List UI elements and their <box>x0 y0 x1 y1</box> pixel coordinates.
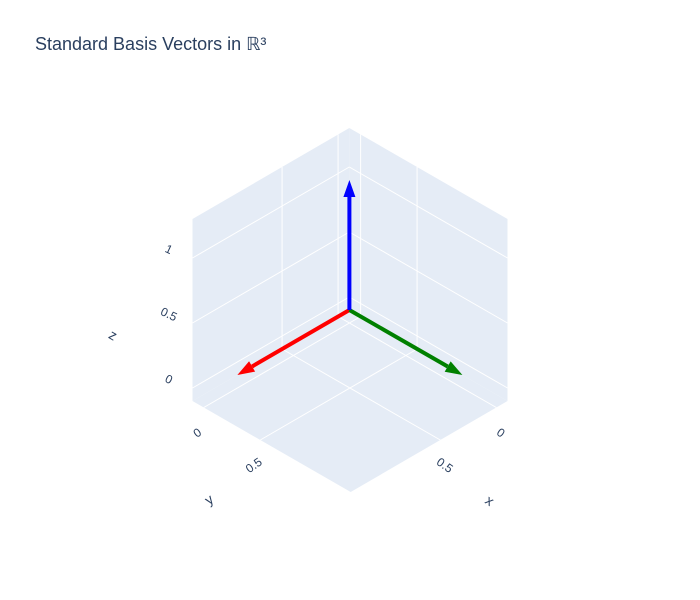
grid-line <box>337 316 497 408</box>
tick-label: 0.5 <box>158 304 179 324</box>
grid-line <box>260 348 418 441</box>
tick-label: 0 <box>494 425 508 440</box>
axis-title: y <box>201 491 216 508</box>
vector-head <box>444 361 463 375</box>
vector-head <box>343 180 356 197</box>
grid-line <box>349 231 508 324</box>
axis-title: x <box>482 492 497 509</box>
scene <box>192 128 508 492</box>
tick-label: 0.5 <box>434 455 456 476</box>
tick-label: 0 <box>191 425 205 440</box>
tick-label: 0.5 <box>243 455 265 476</box>
grid-line <box>349 296 508 389</box>
vector-shaft <box>348 308 449 369</box>
tick-label: 0 <box>163 371 175 387</box>
grid-line <box>192 231 350 324</box>
vector-shaft <box>251 308 351 369</box>
grid-line <box>349 166 508 259</box>
chart-title: Standard Basis Vectors in ℝ³ <box>35 34 266 54</box>
vector-head <box>237 361 256 375</box>
grid-line <box>192 296 350 389</box>
grid-line <box>203 316 361 408</box>
grid-line <box>281 348 441 441</box>
side-wall <box>349 128 508 401</box>
grid-line <box>192 166 350 259</box>
axis-title: z <box>106 326 120 343</box>
tick-label: 1 <box>163 241 175 257</box>
